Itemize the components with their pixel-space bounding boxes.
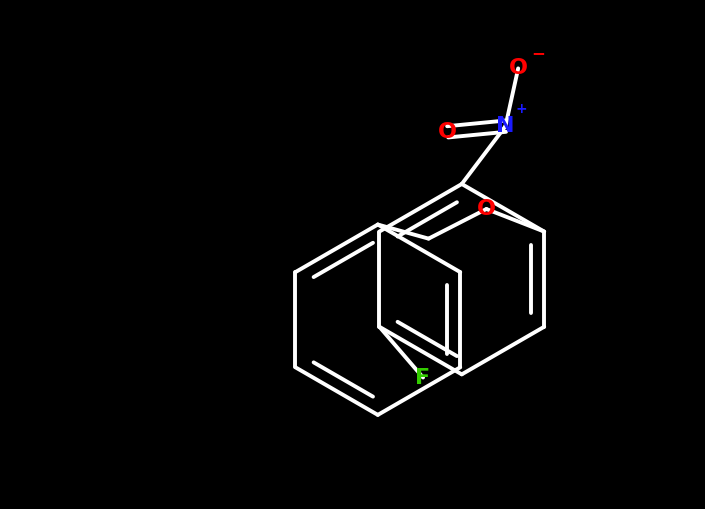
Text: F: F: [415, 367, 431, 387]
Text: −: −: [531, 44, 545, 62]
Text: O: O: [509, 59, 527, 78]
Text: O: O: [477, 199, 496, 219]
Text: N: N: [496, 116, 515, 136]
Text: O: O: [439, 122, 457, 142]
Text: +: +: [515, 102, 527, 116]
